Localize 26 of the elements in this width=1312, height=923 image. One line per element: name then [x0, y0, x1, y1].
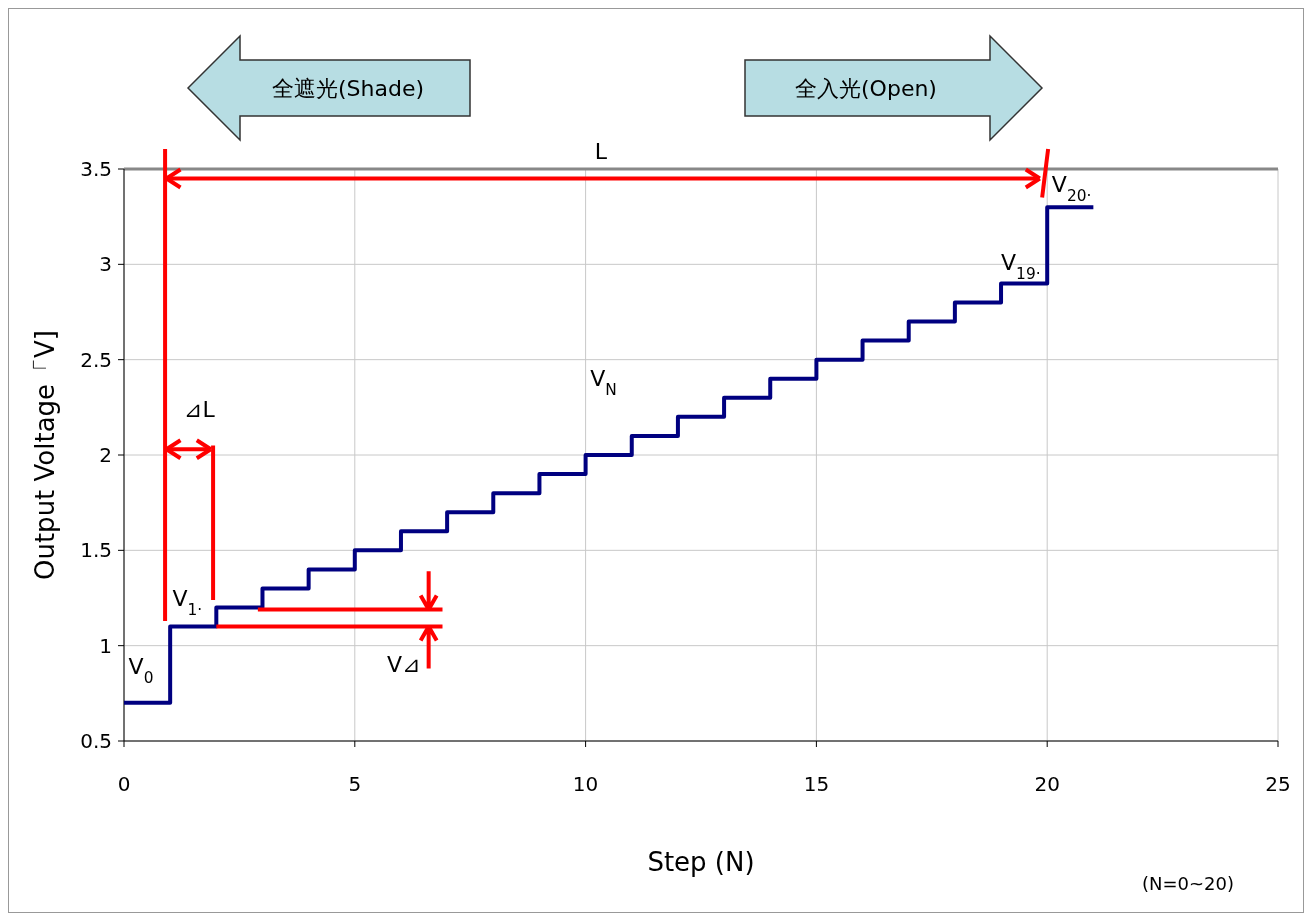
x-tick-label: 25 [1265, 772, 1291, 796]
annotation: V$_{19·}$ [1001, 250, 1041, 284]
x-tick-label: 0 [117, 772, 131, 796]
annotation: V$_{20·}$ [1051, 171, 1092, 205]
x-tick-label: 5 [348, 772, 362, 796]
annotation: V$_{1·}$ [172, 585, 203, 619]
y-axis-title: Output Voltage「V] [30, 329, 60, 581]
y-tick-label: 1.5 [80, 538, 112, 563]
y-tick-label: 3.5 [80, 157, 112, 181]
x-tick-label: 15 [803, 772, 830, 796]
text: 全入光(Open) [795, 76, 937, 101]
annotation: V$_{0}$ [128, 654, 154, 688]
x-tick-label: 20 [1034, 772, 1060, 796]
y-tick-label: 2.5 [80, 347, 112, 372]
annotation: V$_{N}$ [590, 366, 617, 400]
y-tick-label: 2 [99, 443, 112, 467]
x-tick-label: 10 [572, 772, 599, 796]
x-axis-title: Step (N) [647, 847, 755, 877]
y-tick-label: 3 [99, 252, 112, 277]
y-tick-label: 0.5 [80, 729, 112, 753]
text: L [594, 139, 608, 165]
text: 全遮光(Shade) [271, 76, 425, 101]
annotation: ⊿L [184, 396, 216, 422]
text: (N=0~20) [1141, 873, 1235, 894]
annotation: V⊿ [387, 652, 421, 678]
y-tick-label: 1 [99, 633, 112, 658]
